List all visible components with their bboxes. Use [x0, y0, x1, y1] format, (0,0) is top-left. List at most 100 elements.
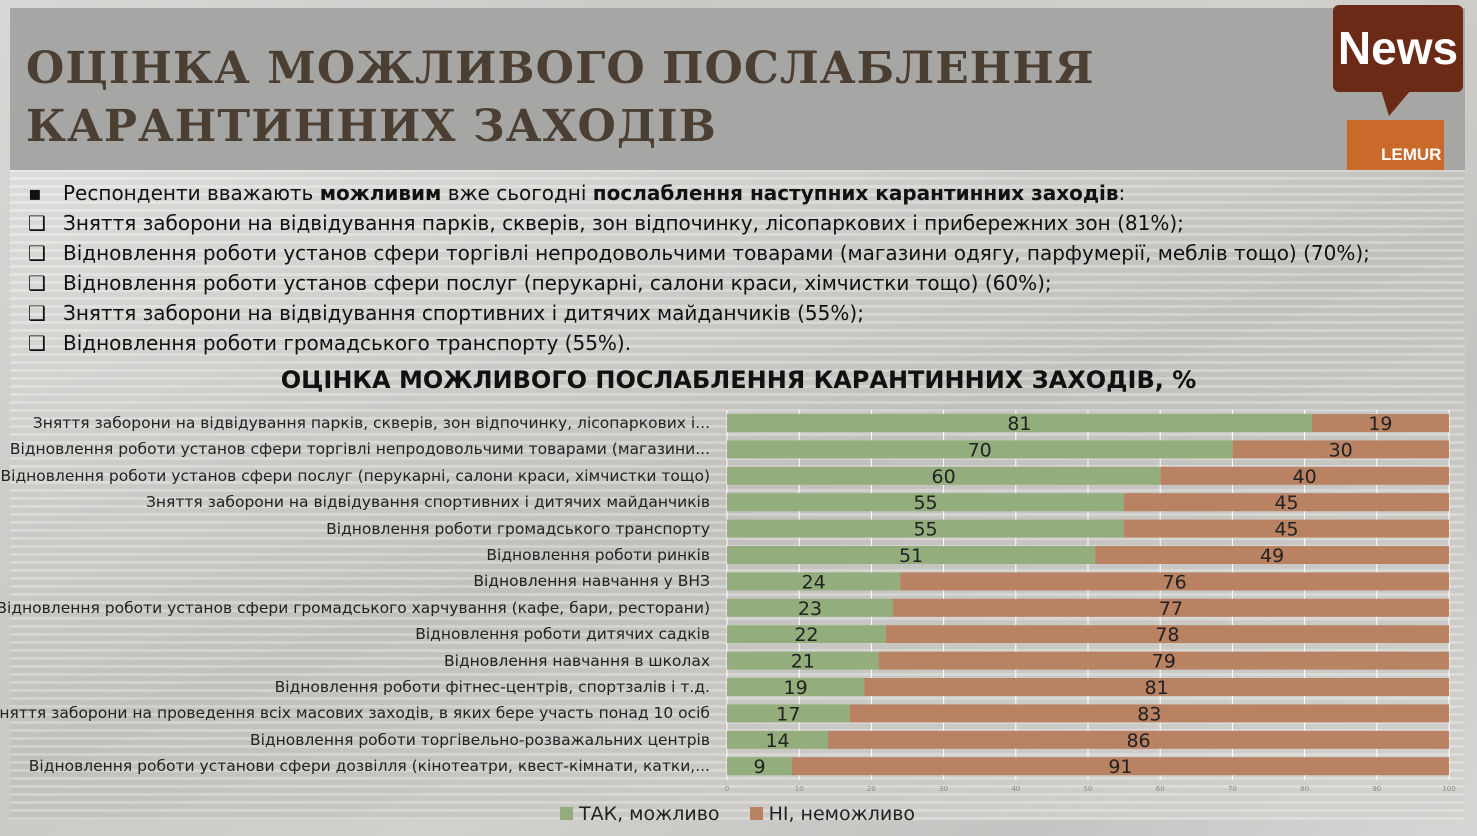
bullet-text: Зняття заборони на відвідування спортивн… — [63, 301, 864, 325]
bullet-item: ❑ Зняття заборони на відвідування парків,… — [28, 208, 1370, 238]
bar-no — [1232, 440, 1449, 459]
legend: ТАК, можливо НІ, неможливо — [560, 803, 915, 825]
x-tick-label: 100 — [1442, 785, 1455, 793]
bar-no — [1124, 519, 1449, 538]
news-lemur-logo: News LEMUR — [1333, 5, 1463, 170]
category-label: Відновлення навчання у ВНЗ — [473, 572, 710, 591]
legend-swatch — [749, 807, 763, 820]
bar-no — [885, 625, 1449, 644]
data-label: 55 — [913, 519, 937, 541]
bar-no — [878, 651, 1449, 670]
header-band — [10, 8, 1465, 170]
data-label: 19 — [1368, 413, 1392, 435]
bar-no — [1160, 466, 1449, 485]
checkbox-icon: ❑ — [28, 331, 46, 355]
data-label: 45 — [1274, 492, 1298, 514]
legend-item-no: НІ, неможливо — [749, 803, 916, 825]
category-label: Відновлення роботи установ сфери послуг … — [0, 466, 710, 485]
data-label: 45 — [1274, 519, 1298, 541]
category-label: Відновлення роботи дитячих садків — [415, 625, 710, 644]
legend-swatch — [560, 807, 573, 820]
x-tick-label: 50 — [1084, 785, 1093, 793]
checkbox-icon: ❑ — [28, 241, 46, 265]
data-label: 9 — [753, 756, 765, 778]
news-logo-text: News — [1333, 5, 1463, 92]
intro-text: : — [1118, 181, 1126, 205]
data-label: 30 — [1329, 439, 1353, 461]
data-label: 40 — [1293, 466, 1317, 488]
x-tick-label: 0 — [725, 785, 729, 793]
category-label: Відновлення навчання в школах — [444, 651, 710, 670]
category-label: Відновлення роботи фітнес-центрів, спорт… — [274, 678, 710, 696]
bar-yes — [727, 466, 1161, 485]
category-label: Відновлення роботи установ сфери торгівл… — [9, 440, 710, 459]
bar-yes — [727, 572, 901, 591]
bar-yes — [727, 651, 879, 670]
page-title: ОЦІНКА МОЖЛИВОГО ПОСЛАБЛЕННЯ КАРАНТИННИХ… — [26, 43, 1095, 152]
bullet-item: ❑ Відновлення роботи установ сфери торгів… — [28, 238, 1370, 268]
legend-item-yes: ТАК, можливо — [560, 803, 720, 825]
data-label: 14 — [765, 730, 789, 752]
intro-line: ▪ Респонденти вважають можливим вже сього… — [28, 178, 1370, 208]
bar-no — [791, 757, 1449, 776]
bullet-square-icon: ▪ — [28, 181, 42, 205]
data-label: 78 — [1155, 624, 1179, 646]
bar-yes — [727, 730, 829, 749]
category-label: Відновлення роботи установ сфери громадс… — [0, 598, 710, 617]
data-label: 77 — [1159, 598, 1183, 620]
bullet-text: Зняття заборони на відвідування парків, … — [63, 211, 1184, 235]
data-label: 23 — [798, 598, 822, 620]
x-tick-label: 40 — [1011, 785, 1020, 793]
data-label: 19 — [783, 677, 807, 699]
bar-yes — [727, 598, 894, 617]
category-label: Зняття заборони на проведення всіх масов… — [0, 704, 710, 723]
bullet-item: ❑ Відновлення роботи громадського транспо… — [28, 328, 1370, 358]
bar-no — [900, 572, 1449, 591]
data-label: 21 — [791, 651, 815, 673]
data-label: 76 — [1163, 571, 1187, 593]
category-label: Зняття заборони на відвідування парків, … — [32, 414, 710, 432]
x-tick-label: 80 — [1300, 785, 1309, 793]
data-label: 17 — [776, 703, 800, 725]
checkbox-icon: ❑ — [28, 271, 46, 295]
x-tick-label: 90 — [1372, 785, 1381, 793]
x-tick-label: 60 — [1156, 785, 1165, 793]
data-label: 91 — [1108, 756, 1132, 778]
bar-no — [828, 730, 1449, 749]
data-label: 49 — [1260, 545, 1284, 567]
intro-text: вже сьогодні — [441, 181, 593, 205]
bar-yes — [727, 493, 1125, 512]
bullet-list: ▪ Респонденти вважають можливим вже сього… — [28, 178, 1370, 358]
data-label: 81 — [1144, 677, 1168, 699]
speech-bubble-tail — [1381, 90, 1411, 116]
lemur-logo: LEMUR — [1347, 120, 1444, 170]
bar-no — [893, 598, 1449, 617]
intro-text: Респонденти вважають — [63, 181, 320, 205]
data-label: 79 — [1152, 651, 1176, 673]
legend-label: ТАК, можливо — [579, 803, 720, 825]
bar-no — [1311, 414, 1449, 432]
category-label: Відновлення роботи торгівельно-розважаль… — [249, 730, 710, 749]
bullet-item: ❑ Зняття заборони на відвідування спортив… — [28, 298, 1370, 328]
category-label: Відновлення роботи ринків — [486, 546, 710, 564]
category-label: Відновлення роботи громадського транспор… — [326, 519, 710, 538]
data-label: 81 — [1007, 413, 1031, 435]
checkbox-icon: ❑ — [28, 211, 46, 235]
bullet-text: Відновлення роботи громадського транспор… — [63, 331, 632, 355]
bar-no — [1124, 493, 1449, 512]
legend-label: НІ, неможливо — [768, 803, 916, 825]
x-tick-label: 10 — [795, 785, 804, 793]
bullet-text: Відновлення роботи установ сфери торгівл… — [63, 241, 1370, 265]
bullet-item: ❑ Відновлення роботи установ сфери послуг… — [28, 268, 1370, 298]
bar-no — [864, 678, 1449, 696]
bar-yes — [727, 757, 792, 776]
data-label: 83 — [1137, 703, 1161, 725]
checkbox-icon: ❑ — [28, 301, 46, 325]
x-tick-label: 20 — [867, 785, 876, 793]
intro-bold: послаблення наступних карантинних заході… — [592, 181, 1119, 205]
bar-yes — [727, 440, 1233, 459]
data-label: 86 — [1126, 730, 1150, 752]
category-label: Зняття заборони на відвідування спортивн… — [145, 493, 710, 512]
category-label: Відновлення роботи установи сфери дозвіл… — [28, 757, 710, 776]
